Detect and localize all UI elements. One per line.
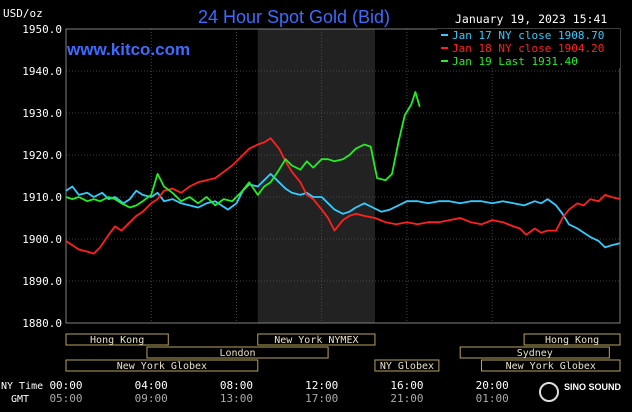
- session-label: New York Globex: [117, 361, 207, 372]
- series-line-2: [65, 137, 621, 255]
- x-axis-label-ny: NY Time: [1, 381, 43, 392]
- date-time: January 19, 2023 15:41: [455, 12, 607, 26]
- y-tick-label: 1930.0: [22, 107, 62, 120]
- session-label: London: [219, 348, 255, 359]
- x-tick-label-gmt: 01:00: [476, 392, 509, 405]
- y-tick-label: 1950.0: [22, 23, 62, 36]
- session-bar: [459, 346, 610, 359]
- chart-title: 24 Hour Spot Gold (Bid): [198, 7, 390, 27]
- watermark-text: SINO SOUND: [564, 382, 622, 392]
- session-bar: [65, 359, 259, 372]
- y-tick-label: 1890.0: [22, 275, 62, 288]
- session-bar: [65, 333, 169, 346]
- x-tick-label-gmt: 21:00: [390, 392, 423, 405]
- nymex-session-shading: [257, 29, 375, 323]
- x-tick-label-gmt: 17:00: [305, 392, 338, 405]
- session-label: Hong Kong: [545, 335, 599, 346]
- x-tick-label-gmt: 13:00: [220, 392, 253, 405]
- legend-entry: Jan 19 Last 1931.40: [452, 55, 578, 68]
- website-label: www.kitco.com: [66, 40, 190, 59]
- legend-entry: Jan 18 NY close 1904.20: [452, 42, 604, 55]
- x-tick-label-ny: 04:00: [135, 379, 168, 392]
- session-label: NY Globex: [380, 361, 434, 372]
- session-bar: [481, 359, 621, 372]
- legend-background: [437, 29, 620, 68]
- x-tick-label-ny: 00:00: [49, 379, 82, 392]
- y-axis: 1880.0 1890.0 1900.0 1910.0 1920.0 1930.0 1940…: [22, 23, 62, 330]
- x-tick-label-ny: 16:00: [390, 379, 423, 392]
- x-tick-label-ny: 12:00: [305, 379, 338, 392]
- x-axis-label-gmt: GMT: [11, 394, 29, 405]
- y-unit-label: USD/oz: [3, 7, 43, 20]
- session-bar: [257, 333, 376, 346]
- session-bar: [374, 359, 440, 372]
- session-label: Sydney: [517, 348, 553, 359]
- session-label: Hong Kong: [90, 335, 144, 346]
- session-bar: [146, 346, 329, 359]
- legend-entry: Jan 17 NY close 1908.70: [452, 29, 604, 42]
- y-tick-label: 1880.0: [22, 317, 62, 330]
- y-tick-label: 1920.0: [22, 149, 62, 162]
- x-tick-label-gmt: 05:00: [49, 392, 82, 405]
- x-tick-label-ny: 08:00: [220, 379, 253, 392]
- x-tick-label-gmt: 09:00: [135, 392, 168, 405]
- grid: [66, 29, 620, 323]
- market-sessions: Hong Kong London New York Globex New York N…: [65, 333, 621, 372]
- series-line-3: [65, 91, 421, 209]
- session-label: New York NYMEX: [274, 335, 358, 346]
- plot-frame: [65, 28, 621, 324]
- watermark: SINO SOUND: [539, 382, 622, 402]
- session-label: New York Globex: [506, 361, 596, 372]
- series-layer: [65, 91, 621, 255]
- y-tick-label: 1940.0: [22, 65, 62, 78]
- session-bar: [523, 333, 621, 346]
- y-tick-label: 1910.0: [22, 191, 62, 204]
- watermark-logo: [539, 382, 559, 402]
- x-tick-label-ny: 20:00: [476, 379, 509, 392]
- y-tick-label: 1900.0: [22, 233, 62, 246]
